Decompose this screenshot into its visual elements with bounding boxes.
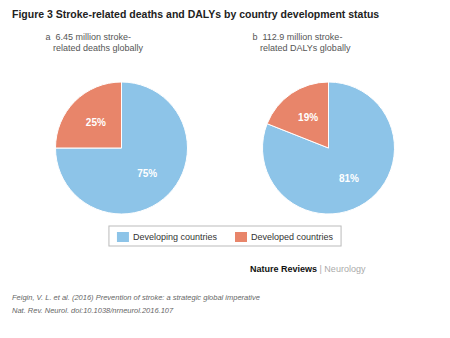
legend-frame <box>109 226 341 246</box>
pie-slice <box>267 82 328 148</box>
pie-slice <box>56 82 122 148</box>
annotation: Nat. Rev. Neurol. doi:10.1038/nrneurol.2… <box>12 306 174 315</box>
pie-chart: 75% 25% <box>56 82 188 214</box>
pie-title-line: b 112.9 million stroke- <box>253 32 343 42</box>
data-label: 25% <box>86 117 106 128</box>
pie-chart: 81% 19% <box>263 82 395 214</box>
pie-title: a 6.45 million stroke- related deaths gl… <box>46 32 144 53</box>
data-label: 19% <box>298 112 318 123</box>
annotation: Nature Reviews <box>250 264 317 274</box>
pie-slice <box>56 82 188 214</box>
figure-title: Figure 3 Stroke-related deaths and DALYs… <box>12 8 379 20</box>
legend-item: Developing countries <box>117 232 218 242</box>
chart-root: Figure 3 Stroke-related deaths and DALYs… <box>0 0 450 338</box>
pie-title: b 112.9 million stroke- related DALYs gl… <box>253 32 351 53</box>
legend-item: Developed countries <box>235 232 334 242</box>
data-label: 75% <box>137 168 157 179</box>
annotation: Feigin, V. L. et al. (2016) Prevention o… <box>12 293 260 302</box>
data-label: 81% <box>339 173 359 184</box>
pie-title-line: related DALYs globally <box>253 43 351 53</box>
legend-label: Developed countries <box>251 232 334 242</box>
legend-swatch <box>235 232 247 242</box>
legend-label: Developing countries <box>133 232 218 242</box>
legend-swatch <box>117 232 129 242</box>
pie-slice <box>263 82 395 214</box>
annotation: | Neurology <box>317 264 366 274</box>
pie-title-line: related deaths globally <box>46 43 144 53</box>
pie-title-line: a 6.45 million stroke- <box>46 32 132 42</box>
legend: Developing countries Developed countries <box>109 226 341 246</box>
